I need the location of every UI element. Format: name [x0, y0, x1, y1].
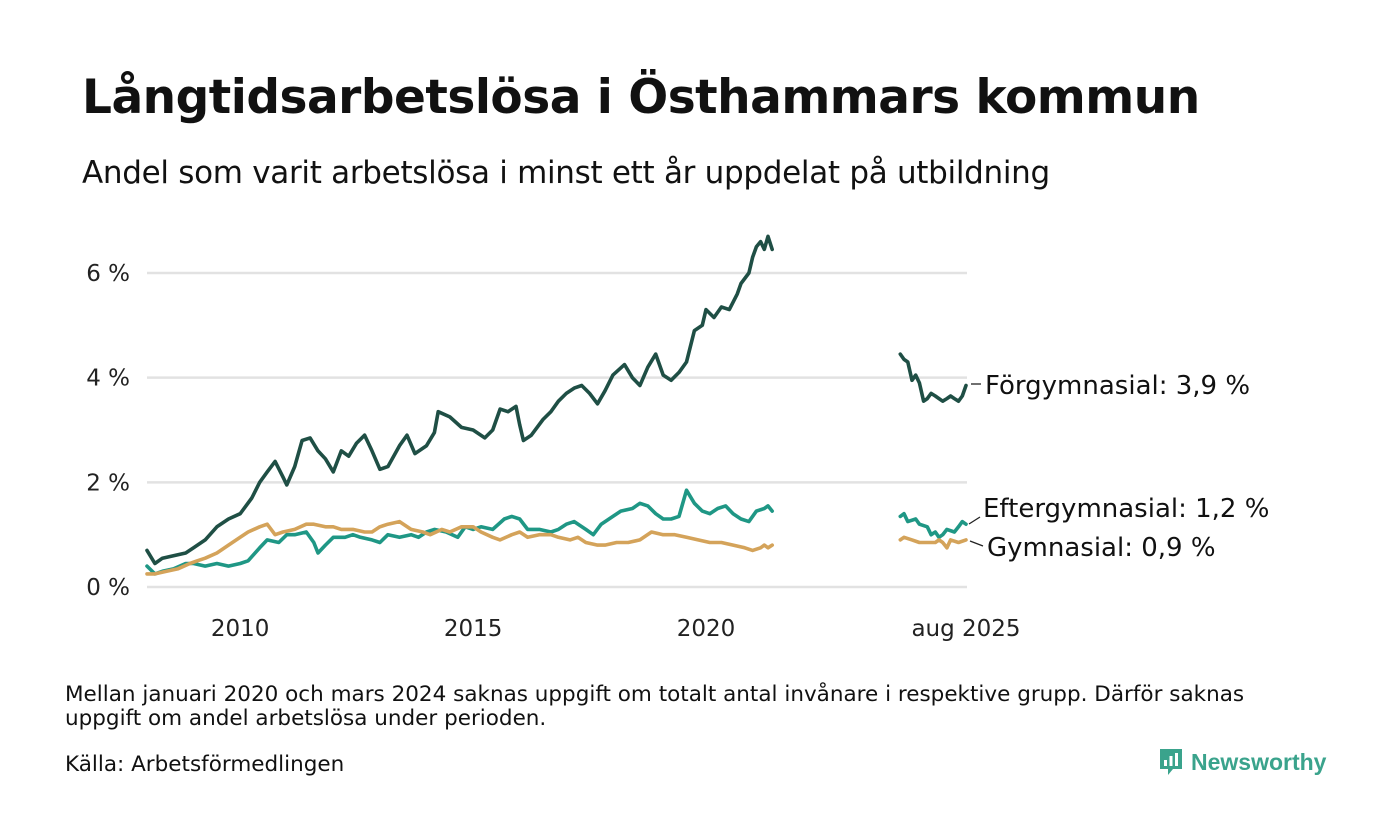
chart-subtitle: Andel som varit arbetslösa i minst ett å… — [82, 155, 1050, 191]
series-line-gymnasial — [145, 519, 774, 576]
y-tick-label: 0 % — [86, 575, 130, 601]
grid-lines — [147, 271, 967, 589]
y-axis-labels: 0 % 2 % 4 % 6 % — [86, 261, 130, 601]
series-line-eftergymnasial-recent — [898, 511, 968, 540]
y-tick-label: 6 % — [86, 261, 130, 287]
end-label-förgymnasial: Förgymnasial: 3,9 % — [985, 371, 1250, 401]
leader-line — [969, 540, 984, 547]
leader-line — [968, 516, 981, 525]
line-chart: 0 % 2 % 4 % 6 % 2010 2015 2020 aug 2025 Förgym… — [86, 234, 1269, 642]
newsworthy-logo[interactable]: Newsworthy — [1158, 747, 1326, 777]
y-tick-label: 4 % — [86, 366, 130, 392]
series-line-förgymnasial — [145, 234, 774, 566]
end-label-gymnasial: Gymnasial: 0,9 % — [987, 533, 1216, 563]
footnote: Mellan januari 2020 och mars 2024 saknas… — [65, 682, 1245, 731]
end-label-eftergymnasial: Eftergymnasial: 1,2 % — [983, 494, 1269, 524]
brand-name: Newsworthy — [1191, 748, 1327, 775]
y-tick-label: 2 % — [86, 470, 130, 496]
source-text: Källa: Arbetsförmedlingen — [65, 752, 345, 777]
x-tick-label: aug 2025 — [911, 616, 1020, 642]
x-tick-label: 2015 — [444, 616, 503, 642]
series-lines — [145, 234, 968, 576]
x-tick-label: 2010 — [211, 616, 270, 642]
series-line-gymnasial-recent — [898, 535, 968, 550]
series-end-labels: Förgymnasial: 3,9 % Eftergymnasial: 1,2 %… — [968, 371, 1269, 563]
x-axis-labels: 2010 2015 2020 aug 2025 — [211, 616, 1021, 642]
x-tick-label: 2020 — [677, 616, 736, 642]
series-line-eftergymnasial — [145, 488, 774, 576]
chart-title: Långtidsarbetslösa i Östhammars kommun — [82, 70, 1200, 125]
newsworthy-icon — [1160, 749, 1182, 775]
series-line-förgymnasial-recent — [898, 352, 968, 403]
